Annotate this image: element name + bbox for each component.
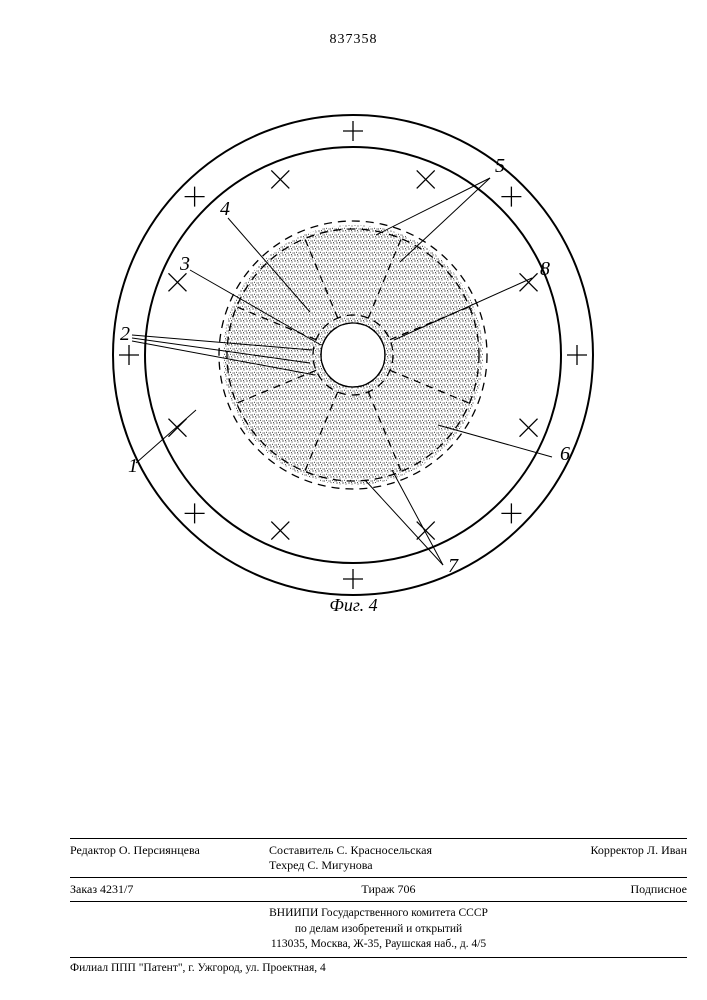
ref-label-2: 2: [120, 323, 130, 345]
figure-svg: 1 2 3 4 5 6 7 8: [0, 80, 707, 600]
subscription: Подписное: [508, 882, 687, 897]
publisher-line-1: ВНИИПИ Государственного комитета СССР: [70, 906, 687, 922]
publisher-block: ВНИИПИ Государственного комитета СССР по…: [70, 901, 687, 957]
patent-number: 837358: [0, 32, 707, 48]
compiler-credit: Составитель С. Красносельская Техред С. …: [269, 843, 508, 873]
corrector-credit: Корректор Л. Иван: [508, 843, 687, 873]
patent-page: 837358 1 2 3 4 5 6 7 8 Фиг. 4 Редактор О. Перси…: [0, 0, 707, 1000]
ref-label-4: 4: [220, 198, 230, 220]
print-run: Тираж 706: [269, 882, 508, 897]
editor-credit: Редактор О. Персиянцева: [70, 843, 269, 873]
techred-line: Техред С. Мигунова: [269, 858, 508, 873]
ref-label-1: 1: [128, 455, 138, 477]
leader-5-1: [400, 178, 490, 262]
figure-4: 1 2 3 4 5 6 7 8: [0, 80, 707, 600]
leader-6-0: [438, 425, 552, 457]
ref-label-3: 3: [179, 253, 190, 275]
branch-line: Филиал ППП "Патент", г. Ужгород, ул. Про…: [70, 957, 687, 978]
order-number: Заказ 4231/7: [70, 882, 269, 897]
publisher-line-2: по делам изобретений и открытий: [70, 922, 687, 938]
compiler-line: Составитель С. Красносельская: [269, 843, 508, 858]
figure-caption: Фиг. 4: [0, 595, 707, 616]
footer-credits-row: Редактор О. Персиянцева Составитель С. К…: [70, 838, 687, 877]
ref-label-6: 6: [560, 443, 570, 465]
ref-label-8: 8: [540, 258, 550, 280]
publisher-line-3: 113035, Москва, Ж-35, Раушская наб., д. …: [70, 937, 687, 953]
publication-footer: Редактор О. Персиянцева Составитель С. К…: [70, 838, 687, 978]
ref-label-5: 5: [495, 155, 505, 177]
ref-label-7: 7: [448, 555, 459, 577]
leader-1-0: [136, 410, 196, 463]
footer-print-row: Заказ 4231/7 Тираж 706 Подписное: [70, 877, 687, 901]
